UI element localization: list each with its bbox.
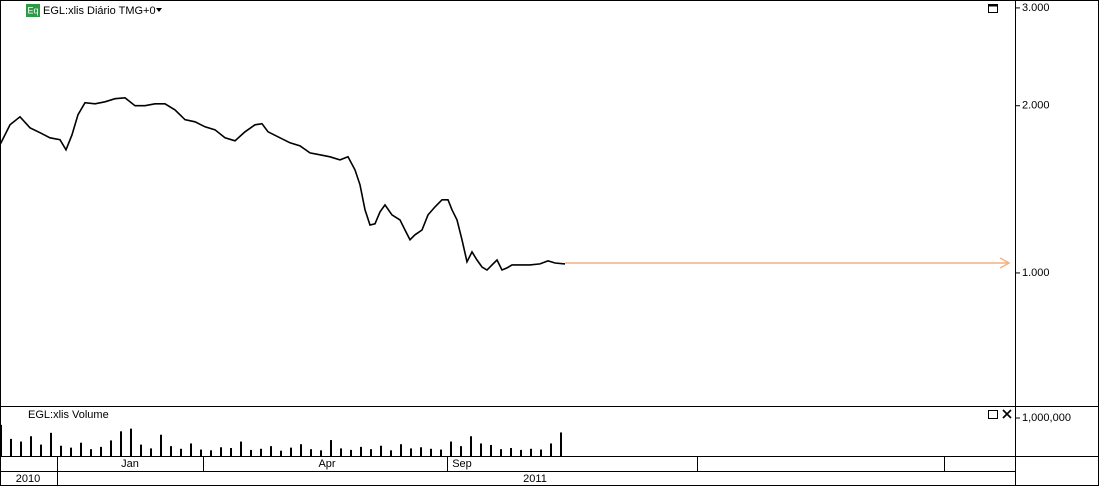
volume-bar [80, 442, 82, 456]
volume-bar [140, 444, 142, 456]
time-axis: Jan Apr Sep 2010 2011 [16, 456, 945, 486]
volume-bar [380, 445, 382, 456]
month-label: Jan [121, 458, 139, 470]
y-tick-label: 3.000 [1022, 2, 1050, 14]
month-label: Apr [318, 458, 335, 470]
y-tick-label: 1,000,000 [1022, 412, 1071, 424]
volume-bar [190, 443, 192, 456]
volume-bar [490, 444, 492, 456]
price-line [0, 96, 566, 272]
volume-bar [270, 446, 272, 456]
volume-bar [260, 448, 262, 456]
volume-bar [460, 446, 462, 456]
volume-bar [90, 449, 92, 456]
volume-bar [470, 436, 472, 456]
volume-bar [400, 444, 402, 456]
volume-bar [30, 436, 32, 456]
volume-bar [220, 447, 222, 456]
arrow-head [999, 257, 1011, 269]
year-label: 2010 [16, 473, 40, 485]
title-dropdown[interactable] [156, 8, 162, 12]
volume-bar [510, 448, 512, 456]
volume-bar [170, 446, 172, 456]
month-label: Sep [452, 458, 472, 470]
volume-bar [420, 447, 422, 456]
volume-bar [350, 449, 352, 456]
volume-bar [110, 440, 112, 456]
volume-bar [320, 450, 322, 456]
volume-bar [290, 447, 292, 456]
volume-bar [550, 443, 552, 456]
volume-bar [200, 449, 202, 456]
price-title[interactable]: EGL:xlis Diário TMG+0 [43, 5, 156, 17]
volume-bar [280, 450, 282, 456]
volume-bar [120, 431, 122, 456]
volume-bar [240, 441, 242, 456]
volume-bar [300, 444, 302, 456]
volume-bar [50, 432, 52, 456]
year-label: 2011 [523, 473, 547, 485]
volume-bar [540, 449, 542, 456]
volume-title: EGL:xlis Volume [28, 409, 109, 421]
y-tick-label: 1.000 [1022, 267, 1050, 279]
volume-bar [20, 441, 22, 456]
volume-bar [180, 448, 182, 456]
volume-maximize-button[interactable] [988, 410, 998, 419]
volume-bar [60, 445, 62, 456]
volume-bar [70, 447, 72, 456]
volume-bar [440, 449, 442, 456]
volume-bar [130, 428, 132, 456]
volume-bar [560, 432, 562, 456]
volume-bar [330, 440, 332, 456]
volume-bar [210, 450, 212, 456]
volume-bar [250, 449, 252, 456]
volume-bar [530, 448, 532, 456]
volume-close-button[interactable] [1002, 409, 1012, 419]
eq-icon-text: Eq [27, 5, 38, 15]
volume-bar [450, 441, 452, 456]
volume-bar [340, 448, 342, 456]
volume-bar [0, 424, 2, 456]
eq-icon [26, 4, 40, 17]
volume-bar [40, 444, 42, 456]
volume-bar [230, 448, 232, 456]
volume-bar [100, 446, 102, 456]
volume-bar [390, 450, 392, 456]
volume-bar [480, 443, 482, 456]
volume-bar [370, 449, 372, 456]
y-tick-label: 2.000 [1022, 100, 1050, 112]
volume-bar [410, 448, 412, 456]
volume-bar [160, 434, 162, 456]
volume-bar [150, 448, 152, 456]
volume-bar [520, 449, 522, 456]
volume-bar [310, 449, 312, 456]
volume-bar [10, 438, 12, 456]
volume-bar [500, 449, 502, 456]
volume-bar [430, 448, 432, 456]
volume-bar [360, 446, 362, 456]
